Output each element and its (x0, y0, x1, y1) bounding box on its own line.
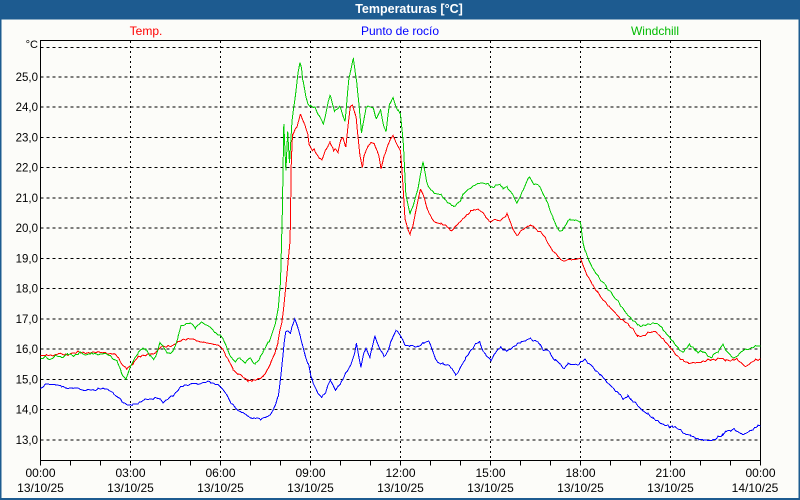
svg-text:13/10/25: 13/10/25 (287, 481, 334, 495)
svg-text:Temperaturas [°C]: Temperaturas [°C] (355, 2, 463, 16)
svg-text:15,0: 15,0 (16, 374, 38, 386)
svg-text:17,0: 17,0 (16, 314, 38, 326)
svg-text:13/10/25: 13/10/25 (197, 481, 244, 495)
svg-text:°C: °C (26, 39, 38, 51)
svg-text:15:00: 15:00 (475, 466, 505, 480)
svg-text:09:00: 09:00 (295, 466, 325, 480)
svg-text:23,0: 23,0 (16, 132, 38, 144)
svg-text:13/10/25: 13/10/25 (647, 481, 694, 495)
svg-text:00:00: 00:00 (25, 466, 55, 480)
svg-text:12:00: 12:00 (385, 466, 415, 480)
svg-text:13/10/25: 13/10/25 (467, 481, 514, 495)
svg-text:18,0: 18,0 (16, 284, 38, 296)
svg-text:24,0: 24,0 (16, 102, 38, 114)
svg-text:13/10/25: 13/10/25 (557, 481, 604, 495)
svg-text:13,0: 13,0 (16, 435, 38, 447)
svg-text:Punto de rocío: Punto de rocío (361, 24, 439, 38)
svg-text:22,0: 22,0 (16, 163, 38, 175)
svg-text:06:00: 06:00 (205, 466, 235, 480)
svg-text:18:00: 18:00 (565, 466, 595, 480)
svg-text:14,0: 14,0 (16, 405, 38, 417)
svg-text:13/10/25: 13/10/25 (107, 481, 154, 495)
svg-text:19,0: 19,0 (16, 253, 38, 265)
svg-text:16,0: 16,0 (16, 344, 38, 356)
svg-text:00:00: 00:00 (745, 466, 775, 480)
svg-text:13/10/25: 13/10/25 (17, 481, 64, 495)
svg-text:03:00: 03:00 (115, 466, 145, 480)
svg-text:25,0: 25,0 (16, 72, 38, 84)
svg-text:Temp.: Temp. (130, 24, 163, 38)
svg-text:Windchill: Windchill (631, 24, 679, 38)
svg-text:14/10/25: 14/10/25 (732, 481, 779, 495)
svg-text:13/10/25: 13/10/25 (377, 481, 424, 495)
svg-text:20,0: 20,0 (16, 223, 38, 235)
svg-text:21,0: 21,0 (16, 193, 38, 205)
svg-text:21:00: 21:00 (655, 466, 685, 480)
